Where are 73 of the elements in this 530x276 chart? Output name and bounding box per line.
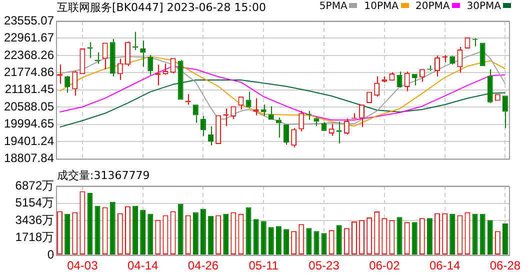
bar bbox=[200, 208, 206, 254]
y-tick-label: 18807.84 bbox=[4, 151, 54, 166]
bar bbox=[427, 218, 432, 254]
bar bbox=[64, 214, 70, 254]
y-tick-label: 23555.07 bbox=[4, 13, 54, 28]
chart-title: 成交量:31367779 bbox=[57, 169, 150, 183]
y-tick-label: 19401.24 bbox=[4, 134, 54, 148]
candlestick bbox=[450, 56, 456, 66]
candlestick bbox=[140, 40, 146, 68]
candlestick bbox=[457, 46, 463, 74]
candlestick bbox=[230, 106, 236, 120]
bar bbox=[450, 214, 456, 254]
x-tick-label: 05-23 bbox=[308, 258, 340, 273]
bar bbox=[178, 204, 184, 254]
y-tick-label: 5154万 bbox=[15, 196, 54, 210]
candlestick bbox=[359, 104, 364, 128]
x-tick-label: 06-28 bbox=[490, 258, 521, 273]
bar bbox=[253, 219, 259, 254]
y-tick-label: 21181.45 bbox=[4, 82, 54, 96]
bar bbox=[276, 226, 282, 254]
bar bbox=[480, 214, 486, 254]
x-tick-label: 04-26 bbox=[188, 258, 219, 273]
y-tick-label: 3436万 bbox=[15, 212, 54, 227]
candlestick bbox=[192, 104, 198, 124]
bar bbox=[110, 202, 116, 254]
y-tick-label: 21774.86 bbox=[4, 64, 54, 79]
legend-label: 5PMA bbox=[319, 1, 348, 12]
candlestick bbox=[404, 71, 410, 92]
bar bbox=[132, 206, 138, 254]
bar bbox=[208, 216, 214, 254]
legend-label: 30PMA bbox=[466, 1, 501, 12]
x-tick-label: 04-14 bbox=[127, 258, 158, 273]
candlestick bbox=[64, 76, 70, 94]
bar bbox=[268, 227, 274, 254]
candlestick bbox=[374, 76, 380, 98]
bar bbox=[140, 210, 146, 254]
y-tick-label: 20588.05 bbox=[4, 99, 54, 114]
bar bbox=[148, 214, 154, 254]
bar bbox=[502, 224, 508, 254]
bar bbox=[192, 212, 198, 254]
candlestick bbox=[200, 115, 206, 137]
candlestick bbox=[502, 96, 508, 129]
y-tick-label: 19994.65 bbox=[4, 116, 54, 131]
candlestick bbox=[434, 55, 440, 77]
candlestick bbox=[268, 106, 274, 120]
y-tick-label: 22368.26 bbox=[4, 48, 54, 62]
y-tick-label: 0 bbox=[47, 247, 54, 262]
y-tick-label: 22961.67 bbox=[4, 30, 54, 45]
candlestick bbox=[344, 118, 350, 135]
candlestick bbox=[117, 58, 123, 80]
x-tick-label: 04-03 bbox=[67, 258, 98, 273]
candlestick bbox=[148, 54, 154, 76]
bar bbox=[336, 225, 342, 254]
bar bbox=[260, 221, 266, 254]
candlestick bbox=[412, 74, 418, 86]
bar bbox=[306, 228, 312, 254]
y-tick-label: 6872万 bbox=[15, 178, 54, 192]
chart-title: 互联网服务[BK0447] 2023-06-28 15:00 bbox=[57, 1, 266, 15]
candlestick bbox=[276, 116, 282, 138]
legend-label: 20PMA bbox=[416, 1, 450, 12]
x-tick-label: 06-14 bbox=[429, 258, 460, 273]
candlestick bbox=[291, 128, 297, 148]
bar bbox=[487, 220, 493, 254]
x-tick-label: 05-11 bbox=[248, 258, 279, 273]
candlestick bbox=[72, 72, 78, 96]
candlestick bbox=[298, 110, 304, 132]
bar bbox=[223, 214, 229, 254]
bar bbox=[412, 222, 418, 254]
bar bbox=[284, 229, 289, 254]
candlestick bbox=[110, 38, 116, 77]
legend-label: 10PMA bbox=[364, 1, 399, 12]
x-tick-label: 06-02 bbox=[369, 258, 400, 273]
y-tick-label: 1718万 bbox=[15, 230, 54, 244]
